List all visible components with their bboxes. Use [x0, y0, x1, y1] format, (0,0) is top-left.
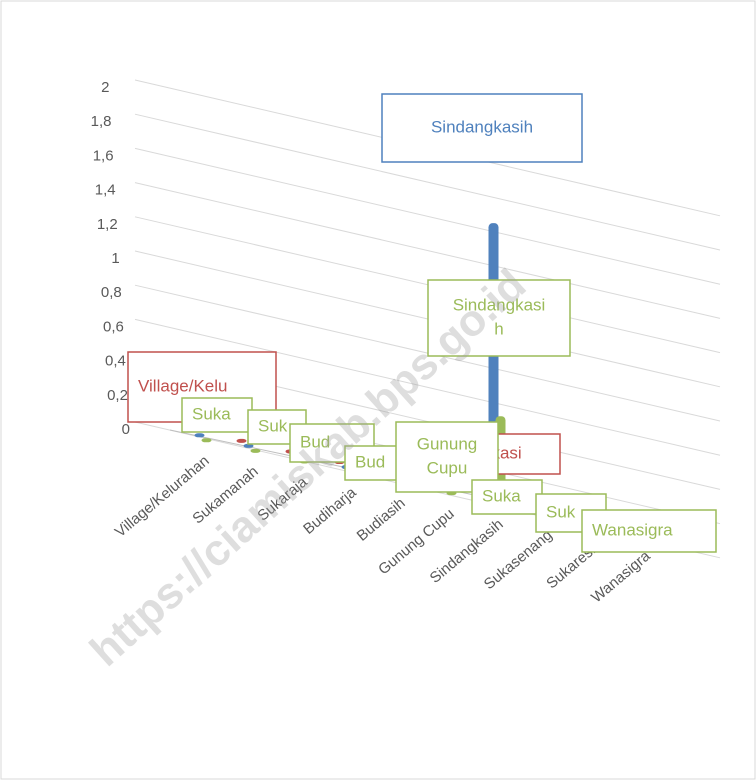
grid-line	[134, 182, 721, 319]
data-label-text: Cupu	[427, 458, 468, 477]
y-tick-label: 1,2	[97, 216, 118, 233]
data-label: Sindangkasi h	[427, 279, 571, 357]
data-label: Suka	[181, 397, 253, 433]
data-label-text: Suka	[192, 404, 231, 423]
bar	[243, 443, 254, 448]
grid-line	[134, 318, 721, 456]
bar	[236, 438, 247, 443]
data-label-text: Suk	[546, 502, 576, 521]
data-label-text: Village/Kelu	[138, 376, 227, 395]
data-label-text: Bud	[355, 452, 385, 471]
y-tick-label: 0,2	[107, 387, 128, 404]
data-label-box	[581, 509, 717, 553]
data-label-text: Wanasigra	[592, 520, 673, 539]
y-tick-label: 1,4	[95, 182, 116, 199]
data-label-text: Suka	[482, 486, 521, 505]
bar	[194, 433, 205, 438]
y-tick-label: 1,6	[93, 147, 114, 164]
data-label-box	[471, 479, 543, 515]
y-tick-label: 1,8	[91, 113, 112, 130]
data-label-text: Sindangkasih	[431, 117, 533, 136]
y-tick-label: 0	[122, 421, 130, 438]
data-label: Wanasigra	[581, 509, 717, 553]
bar	[250, 448, 261, 453]
data-label: Bud	[344, 445, 404, 481]
data-label-text: Sindangkasi	[453, 295, 546, 314]
bar	[201, 438, 212, 443]
data-label-text: Bud	[300, 432, 330, 451]
data-label-text: Suk	[258, 416, 288, 435]
data-label: Sindangkasih	[381, 93, 583, 163]
data-label-box	[427, 279, 571, 357]
grid-line	[134, 113, 721, 251]
data-label-box	[381, 93, 583, 163]
y-tick-label: 0,8	[101, 284, 122, 301]
grid-line	[134, 147, 721, 285]
y-tick-label: 1	[111, 250, 119, 267]
y-tick-label: 0,6	[103, 318, 124, 335]
data-label-text: Gunung	[417, 434, 478, 453]
data-label-box	[181, 397, 253, 433]
data-label-box	[344, 445, 404, 481]
data-label: Suka	[471, 479, 543, 515]
y-tick-label: 0,4	[105, 353, 126, 370]
data-label-text: h	[494, 319, 503, 338]
y-tick-label: 2	[101, 79, 109, 96]
